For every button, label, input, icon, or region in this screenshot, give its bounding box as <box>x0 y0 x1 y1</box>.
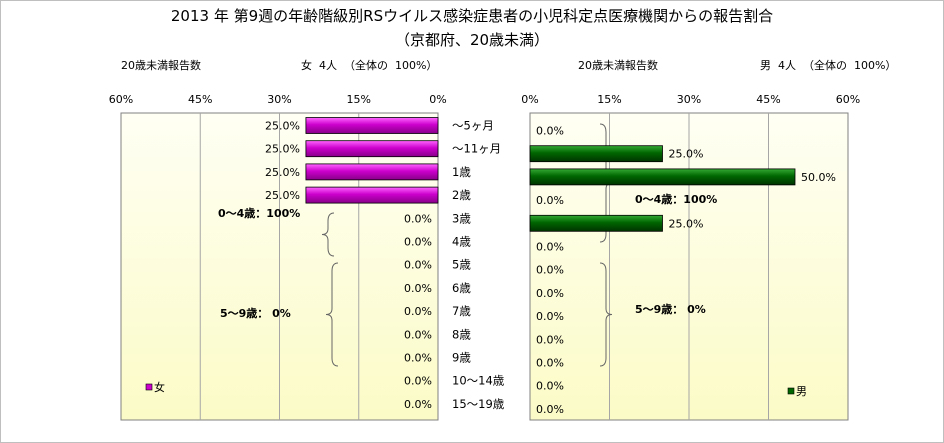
left-annotation-0to4: 0～4歳：100% <box>218 206 300 220</box>
male-value-label: 0.0% <box>536 333 564 346</box>
left-count-label: 20歳未満報告数 <box>121 59 201 72</box>
female-value-label: 25.0% <box>265 120 300 133</box>
left-axis-tick-label: 0% <box>429 93 446 106</box>
male-bar <box>529 145 663 163</box>
female-bar <box>305 117 439 134</box>
male-value-label: 0.0% <box>536 357 564 370</box>
age-category-label: 4歳 <box>452 235 471 249</box>
male-value-label: 0.0% <box>536 403 564 416</box>
right-count-label: 20歳未満報告数 <box>578 59 658 72</box>
female-value-label: 0.0% <box>404 236 432 249</box>
left-axis-tick-label: 30% <box>267 93 291 106</box>
male-value-label: 25.0% <box>669 148 704 161</box>
age-category-label: 8歳 <box>452 327 471 341</box>
right-total-label: 男 4人 （全体の 100%） <box>760 59 897 72</box>
male-value-label: 25.0% <box>669 217 704 230</box>
male-bar <box>529 214 663 232</box>
female-value-label: 25.0% <box>265 143 300 156</box>
male-value-label: 0.0% <box>536 310 564 323</box>
age-category-label: 2歳 <box>452 188 471 202</box>
age-category-label: ～5ヶ月 <box>452 119 494 133</box>
male-value-label: 50.0% <box>801 171 836 184</box>
female-value-label: 0.0% <box>404 398 432 411</box>
male-value-label: 0.0% <box>536 287 564 300</box>
female-value-label: 0.0% <box>404 352 432 365</box>
age-category-label: ～11ヶ月 <box>452 142 501 156</box>
right-axis-tick-label: 0% <box>521 93 538 106</box>
female-bar <box>305 186 439 204</box>
age-category-label: 6歳 <box>452 281 471 295</box>
left-annotation-5to9: 5～9歳： 0% <box>220 306 291 320</box>
female-value-label: 0.0% <box>404 212 432 225</box>
right-annotation-0to4: 0～4歳：100% <box>635 192 717 206</box>
female-value-label: 0.0% <box>404 282 432 295</box>
male-value-label: 0.0% <box>536 264 564 277</box>
age-category-label: 3歳 <box>452 211 471 225</box>
right-axis-tick-label: 45% <box>756 93 780 106</box>
male-legend-label: 男 <box>796 385 807 398</box>
left-axis-tick-label: 15% <box>347 93 371 106</box>
right-axis-tick-label: 60% <box>836 93 860 106</box>
male-value-label: 0.0% <box>536 125 564 138</box>
female-value-label: 0.0% <box>404 305 432 318</box>
male-value-label: 0.0% <box>536 194 564 207</box>
age-category-label: 1歳 <box>452 165 471 179</box>
female-bar <box>305 140 439 158</box>
female-value-label: 25.0% <box>265 166 300 179</box>
male-legend-swatch <box>787 387 795 395</box>
female-bar <box>305 163 439 181</box>
right-bracket-5to9 <box>599 262 613 367</box>
female-value-label: 0.0% <box>404 328 432 341</box>
left-axis-tick-label: 45% <box>188 93 212 106</box>
right-axis-tick-label: 30% <box>677 93 701 106</box>
left-bracket-0to4 <box>321 212 335 257</box>
age-category-label: 5歳 <box>452 258 471 272</box>
male-bar <box>529 168 796 186</box>
left-axis-tick-label: 60% <box>109 93 133 106</box>
age-category-label: 9歳 <box>452 351 471 365</box>
female-legend-label: 女 <box>154 380 165 394</box>
left-bracket-5to9 <box>325 262 339 367</box>
female-value-label: 0.0% <box>404 375 432 388</box>
female-legend-swatch <box>145 383 153 391</box>
chart-subtitle: （京都府、20歳未満） <box>394 31 550 49</box>
right-axis-tick-label: 15% <box>597 93 621 106</box>
right-annotation-5to9: 5～9歳： 0% <box>635 302 706 316</box>
male-value-label: 0.0% <box>536 241 564 254</box>
male-value-label: 0.0% <box>536 380 564 393</box>
chart-title: 2013 年 第9週の年齢階級別RSウイルス感染症患者の小児科定点医療機関からの… <box>170 7 774 25</box>
age-category-label: 10～14歳 <box>452 374 505 388</box>
left-total-label: 女 4人 （全体の 100%） <box>301 59 438 72</box>
female-value-label: 0.0% <box>404 259 432 272</box>
female-value-label: 25.0% <box>265 189 300 202</box>
age-category-label: 7歳 <box>452 304 471 318</box>
age-category-label: 15～19歳 <box>452 397 505 411</box>
